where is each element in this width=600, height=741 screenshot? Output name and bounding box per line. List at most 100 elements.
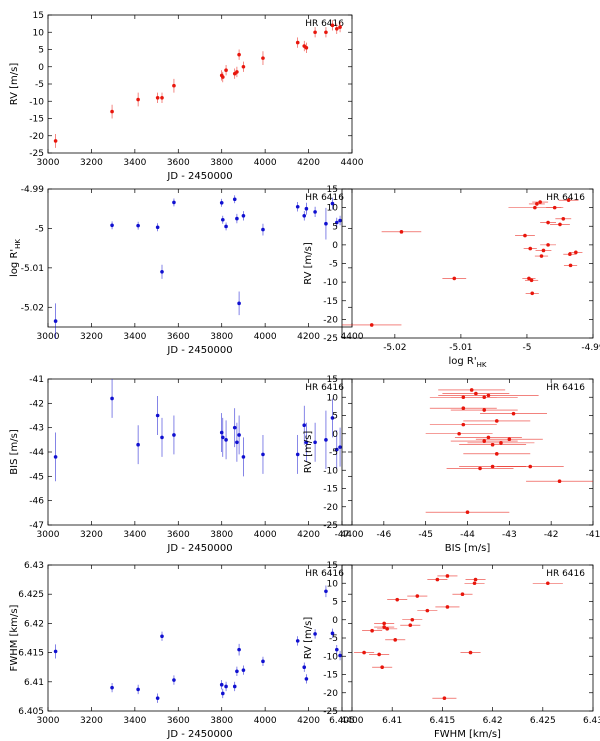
data-point <box>235 440 239 445</box>
x-tick-label: 4000 <box>254 158 277 168</box>
x-tick-label: -45 <box>418 530 433 540</box>
x-tick-label: 4200 <box>297 332 320 342</box>
data-point <box>472 581 477 586</box>
y-tick-label: 15 <box>327 185 338 195</box>
x-tick-label: 4200 <box>297 158 320 168</box>
x-tick-label: 6.41 <box>382 716 402 726</box>
data-point <box>221 435 225 440</box>
data-point <box>461 422 466 427</box>
data-point <box>136 687 140 692</box>
y-tick-label: 10 <box>327 393 339 403</box>
data-point <box>241 64 246 69</box>
data-point <box>457 431 461 436</box>
x-axis-label: FWHM [km/s] <box>434 729 501 740</box>
x-tick-label: 3400 <box>123 158 146 168</box>
y-tick-label: 5 <box>332 222 338 232</box>
x-tick-label: 4200 <box>297 716 320 726</box>
data-point <box>302 214 307 218</box>
data-point <box>313 30 317 35</box>
data-point <box>482 439 487 443</box>
x-tick-label: 3200 <box>80 716 103 726</box>
target-label: HR 6416 <box>546 193 585 203</box>
data-point <box>155 225 160 230</box>
x-tick-label: 6.405 <box>329 716 355 726</box>
y-tick-label: 0 <box>38 63 44 73</box>
data-point <box>523 233 527 238</box>
data-point <box>335 647 339 652</box>
data-point <box>566 198 571 202</box>
data-point <box>335 220 339 225</box>
y-tick-label: 0 <box>332 616 338 626</box>
y-tick-label: -10 <box>29 97 44 107</box>
x-tick-label: -4.99 <box>581 343 600 353</box>
data-point <box>110 396 114 401</box>
y-axis-label: RV [m/s] <box>303 617 314 660</box>
data-point <box>224 224 228 229</box>
data-point <box>261 227 265 232</box>
y-tick-label: 15 <box>327 561 338 571</box>
y-tick-label: 10 <box>327 204 339 214</box>
data-point <box>304 440 309 445</box>
data-point <box>295 204 300 209</box>
x-tick-label: 3000 <box>37 530 60 540</box>
data-point <box>507 437 512 442</box>
data-point <box>369 323 374 327</box>
x-tick-label: 6.42 <box>483 716 503 726</box>
x-tick-label: 6.425 <box>530 716 556 726</box>
target-label: HR 6416 <box>546 383 585 393</box>
data-point <box>221 75 225 79</box>
data-point <box>338 445 342 449</box>
x-tick-label: -44 <box>460 530 475 540</box>
y-tick-label: 0 <box>332 430 338 440</box>
data-point <box>295 40 300 45</box>
panel-rv-time: 3000 3200 3400 3600 3800 4000 4200 4400 -25 -20 -1… <box>9 11 364 182</box>
plot-frame <box>341 564 594 712</box>
x-tick-label: 3400 <box>123 716 146 726</box>
data-point <box>313 440 317 445</box>
data-point <box>330 23 335 28</box>
data-point <box>155 696 160 700</box>
data-point <box>330 631 335 636</box>
data-point <box>324 30 328 35</box>
y-tick-label: -5.02 <box>21 303 44 313</box>
x-tick-label: 3600 <box>167 530 190 540</box>
data-point <box>362 650 366 655</box>
y-axis-label: RV [m/s] <box>9 63 20 106</box>
y-tick-label: -20 <box>323 503 338 513</box>
y-tick-label: 0 <box>332 241 338 251</box>
y-tick-label: -46 <box>29 497 44 507</box>
data-point <box>490 442 495 447</box>
data-point <box>53 139 58 143</box>
data-point <box>499 441 503 445</box>
x-tick-label: -47 <box>335 530 350 540</box>
y-tick-label: -5 <box>329 448 338 458</box>
data-point <box>160 270 164 274</box>
data-point <box>385 627 389 631</box>
data-point <box>546 220 550 225</box>
data-point <box>377 652 381 657</box>
plot-frame <box>341 378 594 526</box>
x-tick-label: 3000 <box>37 332 60 342</box>
data-point <box>172 200 176 205</box>
data-point <box>241 668 246 672</box>
panel-rv-fwhm: 6.405 6.41 6.415 6.42 6.425 6.43 -25 -20 -15 -10 -… <box>303 561 600 740</box>
data-point <box>324 221 328 226</box>
x-tick-label: 4400 <box>341 332 364 342</box>
data-point <box>474 391 478 396</box>
data-point <box>461 406 466 411</box>
data-point <box>435 577 440 582</box>
x-tick-label: 4200 <box>297 530 320 540</box>
data-point <box>530 291 535 296</box>
data-point <box>335 447 339 452</box>
data-point <box>295 452 300 457</box>
x-tick-label: 3200 <box>80 332 103 342</box>
data-point <box>224 68 228 72</box>
panel-bis-time: 3000 3200 3400 3600 3800 4000 4200 4400-47-46-4… <box>9 375 364 554</box>
x-tick-label: -5.01 <box>449 343 472 353</box>
target-label: HR 6416 <box>305 569 344 579</box>
y-tick-label: -25 <box>323 521 338 531</box>
data-point <box>558 222 562 227</box>
data-point <box>415 594 420 598</box>
x-tick-label: 3000 <box>37 158 60 168</box>
data-point <box>468 650 473 655</box>
